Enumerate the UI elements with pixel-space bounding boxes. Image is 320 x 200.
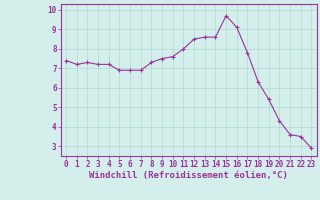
X-axis label: Windchill (Refroidissement éolien,°C): Windchill (Refroidissement éolien,°C) (89, 171, 288, 180)
